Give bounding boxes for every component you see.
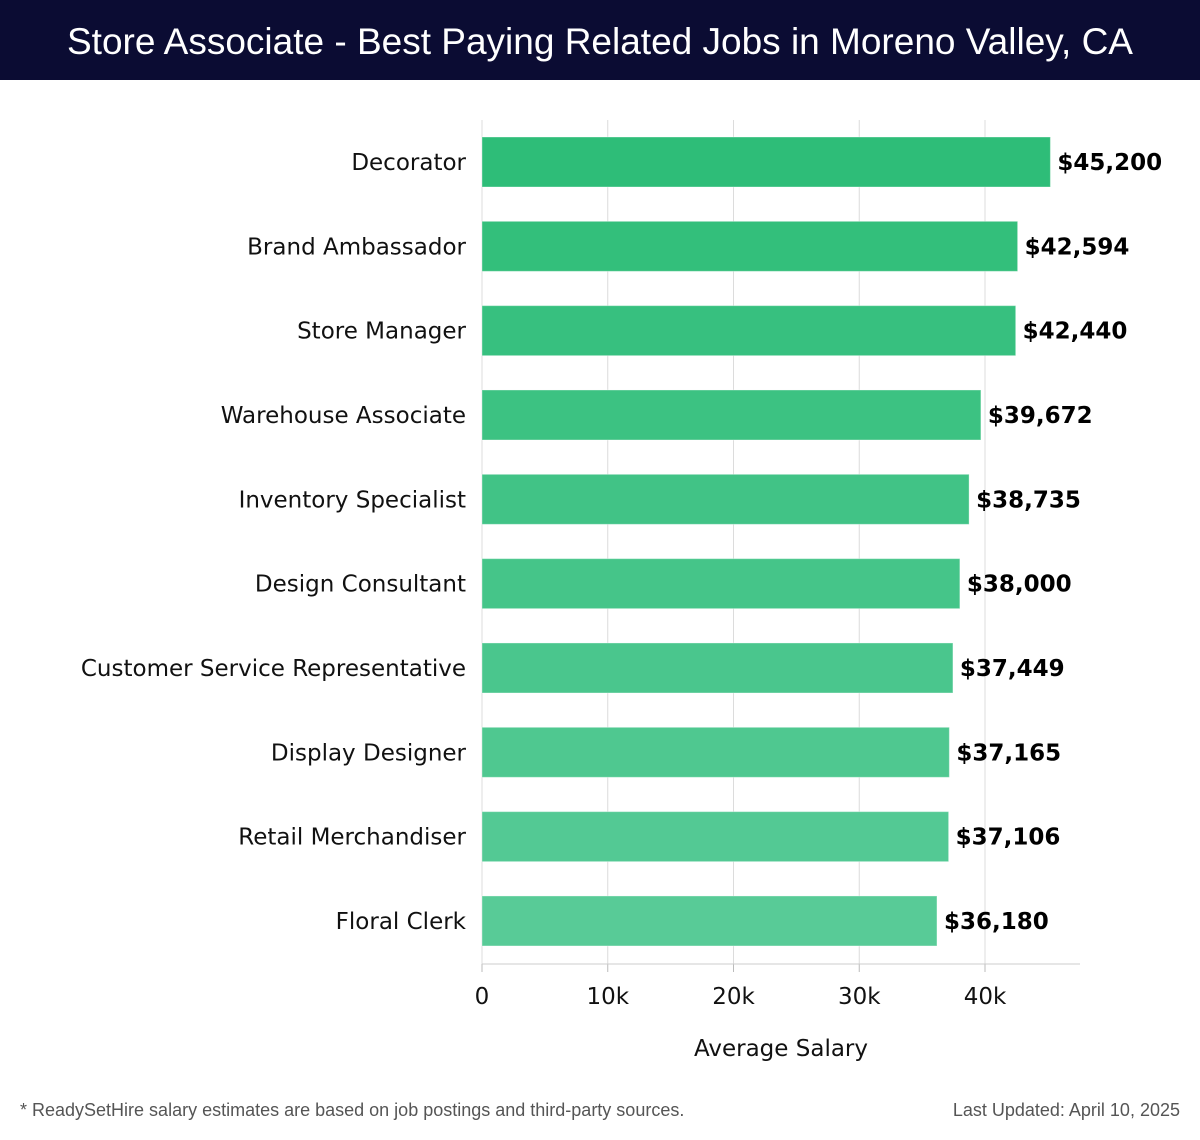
category-label: Customer Service Representative xyxy=(81,656,466,682)
bar xyxy=(481,136,1051,188)
data-label: $45,200 xyxy=(1057,150,1162,176)
data-label: $42,440 xyxy=(1023,319,1128,345)
data-label: $42,594 xyxy=(1025,234,1130,260)
data-label: $37,106 xyxy=(956,825,1061,851)
category-label: Display Designer xyxy=(271,740,467,766)
page-title: Store Associate - Best Paying Related Jo… xyxy=(0,0,1200,80)
bar xyxy=(481,811,950,863)
x-tick-label: 40k xyxy=(964,984,1007,1010)
category-label: Inventory Specialist xyxy=(239,487,466,513)
bar xyxy=(481,558,961,610)
data-label: $37,449 xyxy=(960,656,1065,682)
category-label: Warehouse Associate xyxy=(221,403,466,429)
bar xyxy=(481,726,950,778)
x-tick-label: 20k xyxy=(712,984,755,1010)
category-label: Decorator xyxy=(351,150,466,176)
footnote: * ReadySetHire salary estimates are base… xyxy=(20,1100,685,1120)
data-label: $36,180 xyxy=(944,909,1049,935)
x-tick-label: 0 xyxy=(475,984,490,1010)
bar xyxy=(481,220,1019,272)
bar xyxy=(481,642,954,694)
category-label: Design Consultant xyxy=(255,572,466,598)
data-label: $37,165 xyxy=(956,740,1061,766)
x-axis-title: Average Salary xyxy=(694,1036,868,1062)
bar xyxy=(481,895,938,947)
category-label: Brand Ambassador xyxy=(247,234,466,260)
last-updated: Last Updated: April 10, 2025 xyxy=(952,1100,1180,1120)
bar xyxy=(481,473,970,525)
bar xyxy=(481,389,982,441)
data-label: $38,000 xyxy=(967,572,1072,598)
data-label: $38,735 xyxy=(976,487,1081,513)
category-label: Retail Merchandiser xyxy=(238,825,466,851)
category-label: Floral Clerk xyxy=(336,909,467,935)
category-label: Store Manager xyxy=(297,319,466,345)
data-label: $39,672 xyxy=(988,403,1093,429)
x-tick-label: 10k xyxy=(586,984,629,1010)
bar xyxy=(481,305,1017,357)
x-tick-label: 30k xyxy=(838,984,881,1010)
